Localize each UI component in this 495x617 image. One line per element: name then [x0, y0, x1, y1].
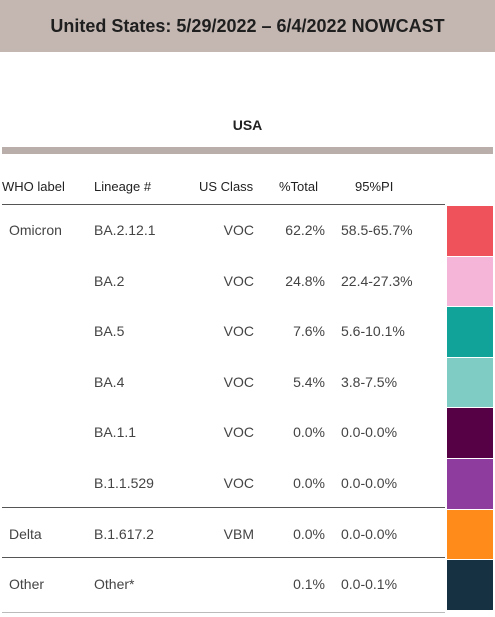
header-95pi: 95%PI: [355, 179, 394, 194]
color-swatch: [447, 560, 493, 610]
table-bottom-line: [2, 612, 445, 613]
lineage-cell: BA.5: [94, 323, 125, 340]
pi-cell: 0.0-0.1%: [341, 576, 398, 593]
page-title: United States: 5/29/2022 – 6/4/2022 NOWC…: [0, 0, 495, 52]
lineage-cell: Other*: [94, 576, 135, 593]
pct-total-cell: 7.6%: [293, 323, 325, 340]
who-label-cell: Delta: [9, 525, 42, 542]
header-lineage: Lineage #: [94, 179, 152, 194]
lineage-cell: B.1.617.2: [94, 525, 154, 542]
group-divider-other: [2, 557, 445, 558]
who-label-cell: Other: [9, 576, 45, 593]
header-divider: [2, 204, 445, 205]
us-class-cell: VBM: [223, 525, 254, 542]
lineage-cell: BA.2.12.1: [94, 222, 156, 238]
pct-total-cell: 5.4%: [293, 373, 325, 390]
pct-total-cell: 0.0%: [293, 424, 325, 441]
who-label-cell: Omicron: [9, 222, 62, 238]
region-label: USA: [232, 117, 263, 133]
header-pct-total: %Total: [279, 179, 319, 194]
color-swatch: [447, 256, 493, 307]
pct-total-cell: 0.0%: [293, 475, 325, 491]
color-swatch: [447, 206, 493, 256]
us-class-cell: VOC: [223, 424, 254, 441]
lineage-cell: BA.1.1: [94, 424, 137, 441]
pi-cell: 0.0-0.0%: [341, 424, 398, 441]
color-swatch: [447, 459, 493, 509]
pi-cell: 0.0-0.0%: [341, 525, 398, 542]
lineage-cell: BA.4: [94, 373, 125, 390]
group-divider-delta: [2, 507, 445, 508]
pct-total-cell: 24.8%: [285, 272, 325, 289]
lineage-cell: BA.2: [94, 272, 125, 289]
color-swatch: [447, 307, 493, 357]
pi-cell: 3.8-7.5%: [341, 373, 398, 390]
pi-cell: 58.5-65.7%: [341, 222, 413, 238]
lineage-cell: B.1.1.529: [94, 475, 154, 491]
us-class-cell: VOC: [223, 222, 254, 238]
us-class-cell: VOC: [223, 475, 254, 491]
table-top-bar: [2, 147, 493, 154]
color-swatch: [447, 357, 493, 408]
pct-total-cell: 0.1%: [293, 576, 325, 593]
pct-total-cell: 62.2%: [285, 222, 325, 238]
color-swatch: [447, 509, 493, 560]
pct-total-cell: 0.0%: [293, 525, 325, 542]
us-class-cell: VOC: [223, 373, 254, 390]
header-who-label: WHO label: [2, 179, 65, 194]
pi-cell: 0.0-0.0%: [341, 475, 398, 491]
us-class-cell: VOC: [223, 272, 254, 289]
pi-cell: 22.4-27.3%: [341, 272, 413, 289]
color-swatch: [447, 408, 493, 458]
us-class-cell: VOC: [223, 323, 254, 340]
pi-cell: 5.6-10.1%: [341, 323, 405, 340]
header-us-class: US Class: [199, 179, 254, 194]
